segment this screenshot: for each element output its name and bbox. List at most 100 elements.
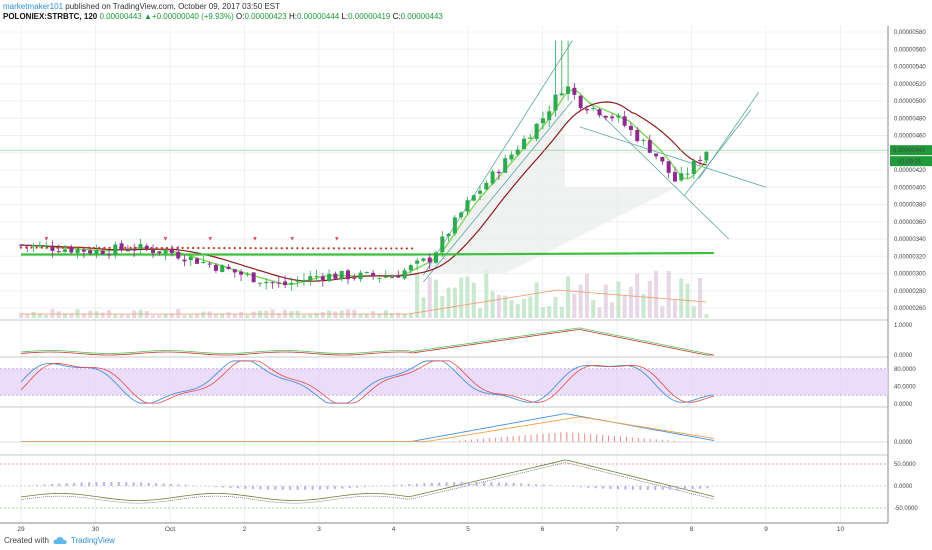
- candle-body: [333, 273, 338, 279]
- momentum-hist-bar: [222, 486, 225, 488]
- momentum-hist-bar: [542, 484, 545, 486]
- candle-body: [635, 129, 640, 142]
- sar-dot: [244, 247, 247, 250]
- momentum-hist-bar: [184, 484, 187, 486]
- volume-bar: [226, 312, 231, 318]
- volume-bar: [19, 312, 23, 318]
- momentum-hist-bar: [594, 486, 597, 489]
- price-tick-label: 0.00000420: [894, 168, 926, 174]
- volume-bar: [459, 277, 464, 318]
- volume-bar: [622, 295, 627, 318]
- macd-hist-bar: [518, 435, 520, 442]
- wedge-area: [423, 83, 677, 274]
- candle-body: [478, 190, 483, 194]
- volume-bar: [50, 309, 55, 318]
- volume-bar: [314, 313, 319, 318]
- candle-body: [220, 265, 225, 273]
- volume-bar: [698, 278, 703, 318]
- sar-dot: [61, 246, 64, 249]
- price-axis[interactable]: 0.00000580 0.00000560 0.00000540 0.00000520…: [890, 30, 932, 512]
- momentum-hist-bar: [415, 483, 418, 486]
- volume-bar: [660, 306, 665, 318]
- candle-body: [421, 258, 426, 261]
- created-with-label: Created with: [4, 536, 49, 545]
- time-tick-label: Oct: [165, 526, 175, 533]
- momentum-hist-bar: [311, 486, 314, 490]
- volume-ma-line: [21, 289, 707, 315]
- candle-body: [358, 272, 363, 280]
- macd-hist-bar: [459, 440, 461, 442]
- stoch-k-line: [20, 360, 714, 404]
- volume-bar: [654, 270, 659, 318]
- sar-dot: [155, 246, 158, 250]
- volume-bar: [522, 298, 527, 318]
- candle-body: [691, 160, 696, 174]
- time-tick-label: 4: [392, 526, 396, 533]
- sma-long-line: [21, 251, 714, 256]
- indicator-tick-label: 1.0000: [894, 323, 913, 329]
- change-value: +0.00000040 (+9.93%): [151, 12, 234, 21]
- osc1-line-b: [20, 328, 714, 356]
- stoch-band: [0, 368, 888, 396]
- macd-hist-bar: [506, 436, 508, 442]
- sell-marker-icon: ▼: [289, 237, 295, 243]
- volume-bar: [666, 270, 671, 318]
- momentum-hist-bar: [445, 482, 448, 486]
- candle-body: [654, 153, 659, 157]
- candle-body: [704, 151, 709, 161]
- sar-dot: [358, 247, 362, 250]
- momentum-hist-bar: [214, 486, 217, 487]
- candle-body: [44, 245, 49, 247]
- momentum-hist-bar: [192, 485, 195, 486]
- momentum-hist-bar: [102, 482, 105, 486]
- volume-bar: [100, 312, 105, 318]
- price-tick-label: 0.00000540: [894, 65, 926, 71]
- time-tick-label: 30: [92, 526, 100, 533]
- symbol-label[interactable]: POLONIEX:STRBTC, 120: [3, 12, 98, 21]
- momentum-hist-bar: [147, 482, 150, 486]
- momentum-line: [20, 459, 714, 501]
- sar-dot: [35, 246, 38, 249]
- candle-body: [25, 245, 30, 247]
- momentum-hist-bar: [348, 486, 351, 489]
- low-label: L:: [341, 12, 349, 21]
- publish-line: marketmaker101 published on TradingView.…: [3, 2, 443, 12]
- sar-dot: [233, 247, 236, 250]
- sar-dot: [395, 247, 398, 250]
- sar-dot: [165, 246, 169, 250]
- volume-bar: [358, 313, 363, 318]
- candle-body: [314, 275, 319, 277]
- osc1-line-a: [20, 327, 714, 356]
- candle-body: [371, 272, 376, 277]
- momentum-hist-bar: [73, 482, 76, 486]
- momentum-hist-bar: [579, 486, 582, 488]
- volume-bar: [94, 311, 99, 318]
- momentum-hist-bar: [80, 482, 83, 486]
- ohlc-line: POLONIEX:STRBTC, 120 0.00000443 ▲+0.0000…: [3, 12, 443, 22]
- volume-bar: [478, 308, 483, 318]
- candle-body: [283, 281, 288, 286]
- volume-bar: [169, 313, 174, 318]
- author-link[interactable]: marketmaker101: [3, 2, 64, 11]
- tradingview-brand[interactable]: TradingView: [70, 536, 115, 545]
- trend-channel-line-2: [586, 100, 730, 240]
- volume-bar: [578, 284, 583, 318]
- last-price-tag: [890, 145, 932, 156]
- volume-bar: [289, 311, 294, 318]
- momentum-hist-bar: [229, 486, 232, 488]
- sar-dot: [384, 247, 388, 250]
- momentum-hist-bar: [170, 483, 172, 486]
- candle-body: [672, 172, 677, 182]
- macd-hist-bar: [470, 439, 472, 442]
- volume-bar: [496, 294, 501, 318]
- macd-hist-bar: [512, 436, 514, 442]
- candle-body: [69, 247, 74, 253]
- macd-hist-bar: [631, 437, 633, 442]
- candle-body: [452, 217, 457, 234]
- momentum-hist-bar: [35, 484, 38, 486]
- indicator-tick-label: 40.0000: [894, 384, 916, 390]
- time-axis[interactable]: 29 30 Oct 2 3 4 5 6 7 8 9 10: [17, 526, 844, 533]
- candle-body: [389, 277, 394, 279]
- momentum-hist-bar: [259, 486, 262, 490]
